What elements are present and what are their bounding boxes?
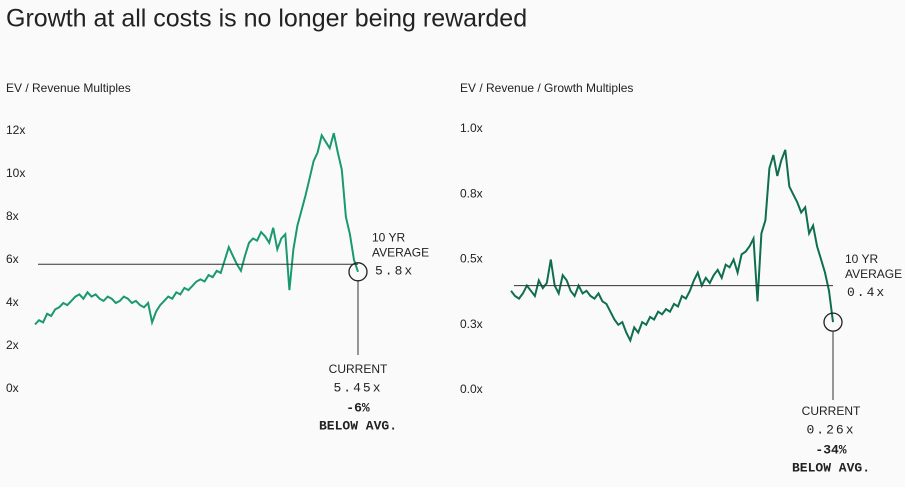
current-value: 0.26x <box>806 422 855 437</box>
y-tick-label: 12x <box>6 123 25 137</box>
chart-subtitle: EV / Revenue / Growth Multiples <box>460 81 633 95</box>
current-value: 5.45x <box>333 380 382 395</box>
average-caption: 10 YR <box>845 252 878 266</box>
change-value: -6% <box>346 400 370 415</box>
y-tick-label: 0.8x <box>460 186 483 200</box>
y-tick-label: 10x <box>6 166 25 180</box>
y-tick-label: 0x <box>6 381 19 395</box>
y-tick-label: 6x <box>6 252 19 266</box>
y-tick-label: 0.0x <box>460 382 483 396</box>
change-caption: BELOW AVG. <box>319 418 397 433</box>
current-caption: CURRENT <box>329 362 388 376</box>
page-title: Growth at all costs is no longer being r… <box>6 5 527 33</box>
y-tick-label: 2x <box>6 338 19 352</box>
y-tick-label: 0.5x <box>460 252 483 266</box>
change-value: -34% <box>815 442 846 457</box>
average-caption: AVERAGE <box>372 245 429 259</box>
average-value: 0.4x <box>847 285 886 300</box>
chart-subtitle: EV / Revenue Multiples <box>6 81 131 95</box>
data-line <box>34 132 359 327</box>
y-tick-label: 8x <box>6 209 19 223</box>
average-caption: AVERAGE <box>845 267 902 281</box>
average-value: 5.8x <box>375 264 414 279</box>
data-line <box>510 149 834 344</box>
y-tick-label: 4x <box>6 295 19 309</box>
change-caption: BELOW AVG. <box>792 460 870 475</box>
current-caption: CURRENT <box>802 404 861 418</box>
average-caption: 10 YR <box>372 230 405 244</box>
y-tick-label: 1.0x <box>460 121 483 135</box>
y-tick-label: 0.3x <box>460 317 483 331</box>
current-marker <box>348 262 368 282</box>
